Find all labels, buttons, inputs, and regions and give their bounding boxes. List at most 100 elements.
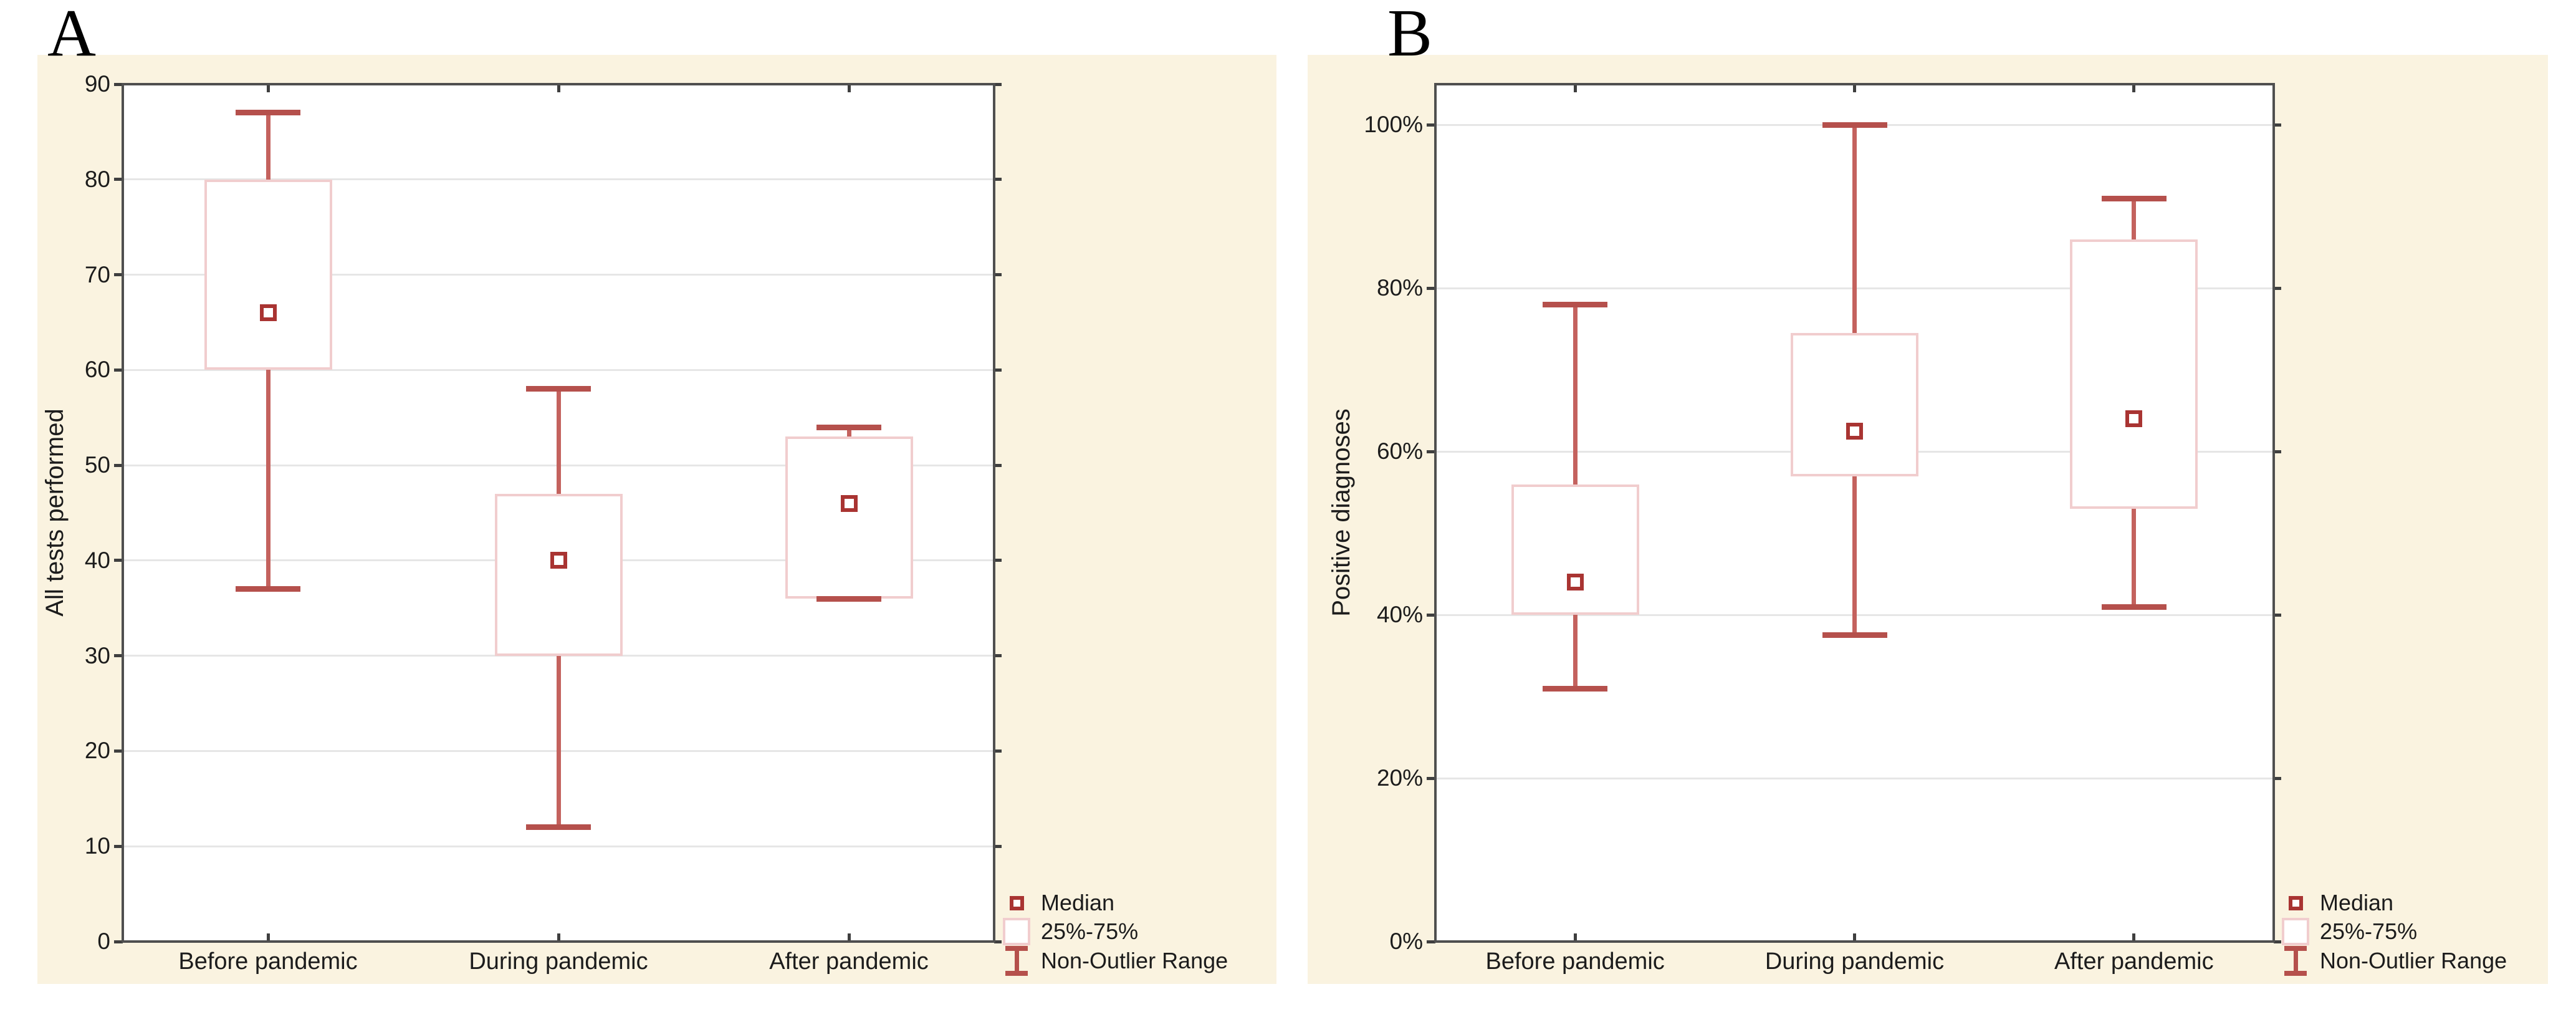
y-tick-label: 90 xyxy=(84,71,110,97)
whisker-cap-low xyxy=(526,824,591,831)
iqr-box xyxy=(785,436,913,599)
y-tick-label: 0% xyxy=(1389,928,1423,954)
y-axis-tick-right xyxy=(994,178,1002,181)
legend-icon-col xyxy=(1001,918,1032,945)
whisker-range-icon xyxy=(1005,946,1028,976)
legend-icon-col xyxy=(2280,895,2311,910)
y-axis-tick xyxy=(1427,450,1435,453)
y-tick-label: 40% xyxy=(1376,602,1423,628)
y-axis-tick-right xyxy=(994,654,1002,658)
legend-item: Non-Outlier Range xyxy=(1001,946,1228,976)
x-axis-tick-bottom xyxy=(1573,933,1577,942)
gridline xyxy=(123,369,994,371)
legend-label: Median xyxy=(1041,890,1115,915)
median-icon xyxy=(2288,895,2303,910)
y-tick-label: 30 xyxy=(84,642,110,668)
whisker-cap-low xyxy=(816,595,881,602)
whisker-range-icon-bar xyxy=(2293,946,2298,976)
y-axis-tick-right xyxy=(994,844,1002,848)
y-axis-tick xyxy=(114,654,123,658)
whisker-cap-high xyxy=(236,110,300,116)
y-axis-tick-right xyxy=(994,749,1002,753)
whisker-cap-low xyxy=(1543,685,1608,692)
legend-label: 25%-75% xyxy=(2320,918,2418,944)
legend-icon-col xyxy=(2280,946,2311,976)
gridline xyxy=(123,845,994,847)
legend-label: Median xyxy=(2320,890,2394,915)
whisker-range-icon-cap-bottom xyxy=(1005,971,1028,976)
whisker-range-icon-bar xyxy=(1014,946,1019,976)
x-axis-tick-bottom xyxy=(847,933,851,942)
x-axis-tick-top xyxy=(1573,84,1577,92)
y-axis-title: Positive diagnoses xyxy=(1328,408,1355,617)
y-axis-tick-right xyxy=(994,368,1002,372)
y-tick-label: 10 xyxy=(84,833,110,859)
y-axis-tick xyxy=(114,940,123,943)
y-tick-label: 40 xyxy=(84,547,110,573)
iqr-box-icon xyxy=(2282,918,2309,945)
legend-item: Median xyxy=(1001,888,1114,918)
y-axis-tick xyxy=(114,273,123,277)
legend-icon-col xyxy=(2280,918,2311,945)
x-axis-tick-top xyxy=(557,84,560,92)
panel-label: B xyxy=(1387,0,1433,70)
y-axis-tick xyxy=(114,749,123,753)
y-axis-tick-right xyxy=(994,82,1002,86)
x-axis-tick-bottom xyxy=(557,933,560,942)
y-axis-tick-right xyxy=(2274,450,2281,453)
y-axis-tick xyxy=(1427,123,1435,127)
whisker-cap-high xyxy=(526,386,591,392)
y-tick-label: 20 xyxy=(84,738,110,764)
y-axis-tick-right xyxy=(2274,776,2281,780)
x-axis-tick-bottom xyxy=(2132,933,2136,942)
whisker-range-icon-cap-bottom xyxy=(2284,971,2307,976)
iqr-box xyxy=(204,179,332,370)
y-axis-tick-right xyxy=(2274,123,2281,127)
x-axis-tick-bottom xyxy=(1853,933,1856,942)
median-marker xyxy=(1566,574,1584,591)
whisker-cap-high xyxy=(2101,195,2167,201)
median-marker xyxy=(1846,423,1863,440)
y-tick-label: 0 xyxy=(97,928,110,954)
x-axis-tick-top xyxy=(847,84,851,92)
y-axis-tick-right xyxy=(994,559,1002,562)
y-tick-label: 50 xyxy=(84,452,110,478)
whisker-cap-low xyxy=(236,586,300,592)
y-axis-tick-right xyxy=(994,273,1002,277)
x-category-label: Before pandemic xyxy=(178,948,358,975)
y-axis-tick-right xyxy=(2274,613,2281,617)
legend-icon-col xyxy=(1001,895,1032,910)
legend-item: 25%-75% xyxy=(2280,917,2417,947)
y-axis-tick xyxy=(1427,940,1435,943)
y-axis-tick xyxy=(114,463,123,467)
x-category-label: Before pandemic xyxy=(1485,948,1665,975)
y-tick-label: 60 xyxy=(84,357,110,383)
y-tick-label: 20% xyxy=(1376,765,1423,791)
median-icon xyxy=(1009,895,1024,910)
y-tick-label: 70 xyxy=(84,261,110,287)
legend-label: Non-Outlier Range xyxy=(2320,948,2507,973)
y-axis-tick-right xyxy=(994,940,1002,943)
y-axis-tick-right xyxy=(2274,940,2281,943)
x-axis-tick-top xyxy=(266,84,270,92)
y-tick-label: 80 xyxy=(84,166,110,192)
median-marker xyxy=(550,552,567,569)
iqr-box-icon xyxy=(1003,918,1030,945)
y-axis-tick-right xyxy=(2274,286,2281,290)
legend-icon-col xyxy=(1001,946,1032,976)
panel-label: A xyxy=(47,0,96,70)
whisker-cap-high xyxy=(1822,122,1887,128)
y-axis-tick xyxy=(114,559,123,562)
y-axis-tick xyxy=(114,368,123,372)
y-tick-label: 80% xyxy=(1376,275,1423,301)
whisker-cap-low xyxy=(2101,604,2167,610)
y-axis-tick xyxy=(1427,776,1435,780)
x-axis-tick-top xyxy=(1853,84,1856,92)
gridline xyxy=(123,178,994,181)
y-tick-label: 60% xyxy=(1376,438,1423,465)
legend-label: 25%-75% xyxy=(1041,918,1139,944)
y-axis-tick-right xyxy=(994,463,1002,467)
x-axis-tick-bottom xyxy=(266,933,270,942)
